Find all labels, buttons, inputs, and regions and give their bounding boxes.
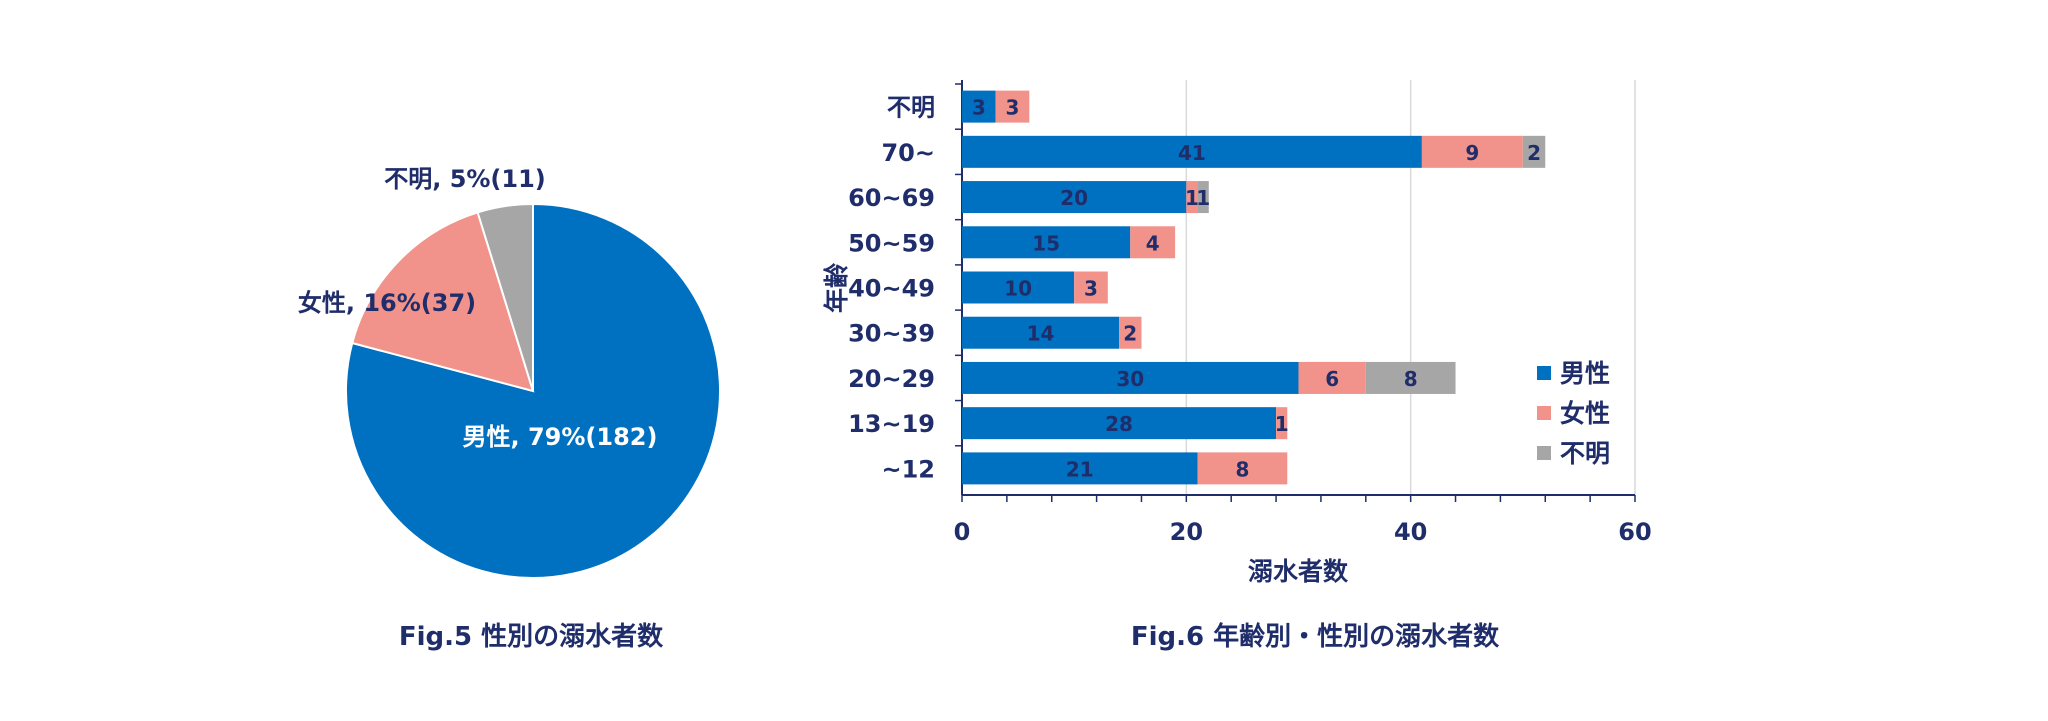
y-axis-title: 年齢 — [822, 263, 851, 313]
y-tick-label: 50~59 — [848, 229, 935, 257]
bar-data-label: 3 — [972, 96, 986, 120]
legend-swatch — [1537, 406, 1551, 420]
bar-segment — [1074, 271, 1108, 304]
bar-data-label: 21 — [1066, 457, 1094, 481]
legend-swatch — [1537, 446, 1551, 460]
bar-segment — [1276, 407, 1288, 440]
legend-swatch — [1537, 366, 1551, 380]
bar-data-label: 3 — [1084, 277, 1098, 301]
bar-data-label: 41 — [1178, 141, 1206, 165]
bar-segment — [1119, 316, 1142, 349]
pie-slice — [351, 211, 535, 393]
bar-data-label: 15 — [1032, 231, 1060, 255]
y-tick-label: 60~69 — [848, 184, 935, 212]
x-tick-label: 40 — [1394, 518, 1427, 546]
bar-segment — [962, 135, 1422, 168]
y-tick-label: 不明 — [887, 94, 935, 122]
legend-label: 男性 — [1560, 359, 1610, 388]
bar-segment — [1522, 135, 1546, 168]
bar-segment — [1197, 452, 1288, 485]
bar-segment — [995, 90, 1030, 123]
bar-data-label: 1 — [1275, 412, 1289, 436]
bar-data-label: 8 — [1235, 457, 1249, 481]
y-tick-label: 13~19 — [848, 410, 935, 438]
bar-segment — [962, 316, 1120, 349]
bar-data-label: 1 — [1185, 186, 1199, 210]
y-tick-label: 30~39 — [848, 320, 935, 348]
legend-label: 不明 — [1560, 439, 1610, 468]
bar-segment — [962, 181, 1187, 214]
legend-label: 女性 — [1560, 399, 1610, 428]
x-tick-label: 20 — [1170, 518, 1203, 546]
bar-data-label: 1 — [1196, 186, 1210, 210]
bar-data-label: 2 — [1123, 322, 1137, 346]
bar-segment — [962, 407, 1277, 440]
bar-data-label: 3 — [1006, 96, 1020, 120]
x-axis-title: 溺水者数 — [1248, 557, 1349, 586]
pie-slice — [476, 202, 534, 392]
bar-segment — [1421, 135, 1523, 168]
pie-slice-label: 男性, 79%(182) — [463, 423, 658, 451]
x-tick-label: 60 — [1618, 518, 1651, 546]
bar-data-label: 9 — [1465, 141, 1479, 165]
bar-data-label: 4 — [1146, 231, 1160, 255]
bar-segment — [962, 90, 996, 123]
fig6-caption: Fig.6 年齢別・性別の溺水者数 — [1130, 622, 1500, 652]
y-tick-label: 70~ — [881, 139, 935, 167]
bar-data-label: 10 — [1004, 277, 1032, 301]
bar-segment — [962, 226, 1131, 259]
bar-data-label: 14 — [1027, 322, 1055, 346]
bar-segment — [1197, 181, 1209, 214]
bar-segment — [1130, 226, 1176, 259]
pie-chart: 男性, 79%(182) 女性, 16%(37) 不明, 5%(11) — [298, 165, 721, 579]
bar-segment — [962, 271, 1075, 304]
pie-slice-label: 不明, 5%(11) — [384, 165, 546, 193]
y-tick-label: 40~49 — [848, 275, 935, 303]
bar-data-label: 8 — [1404, 367, 1418, 391]
fig5-caption: Fig.5 性別の溺水者数 — [398, 622, 664, 652]
bar-data-label: 30 — [1116, 367, 1144, 391]
bar-segment — [1186, 181, 1198, 214]
y-tick-label: ~12 — [881, 455, 935, 483]
bar-segment — [962, 361, 1299, 394]
bar-segment — [1365, 361, 1456, 394]
bar-segment — [962, 452, 1198, 485]
bar-data-label: 28 — [1105, 412, 1133, 436]
x-tick-label: 0 — [954, 518, 971, 546]
pie-slice-label: 女性, 16%(37) — [298, 289, 476, 317]
y-tick-label: 20~29 — [848, 365, 935, 393]
bar-data-label: 20 — [1060, 186, 1088, 210]
bar-data-label: 6 — [1325, 367, 1339, 391]
bar-segment — [1298, 361, 1366, 394]
bar-data-label: 2 — [1527, 141, 1541, 165]
